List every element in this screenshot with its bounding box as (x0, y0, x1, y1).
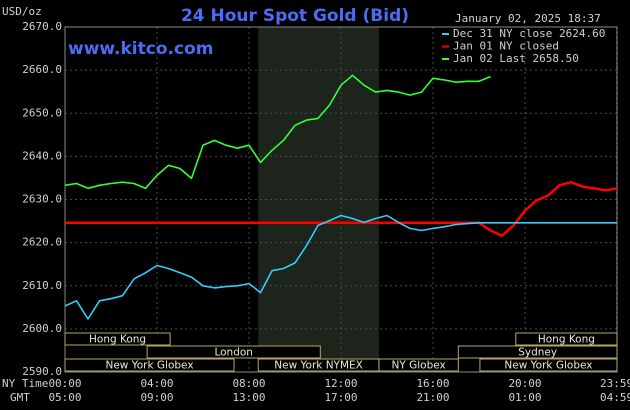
x2-tick-label: 01:00 (508, 391, 541, 404)
y-tick-label: 2610.0 (22, 279, 62, 292)
x-tick-label: 20:00 (508, 377, 541, 390)
session-shade (258, 27, 379, 372)
session-box (457, 345, 618, 359)
x2-tick-label: 04:59 (600, 391, 630, 404)
x-tick-label: 08:00 (232, 377, 265, 390)
session-label: London (214, 347, 253, 359)
y-tick-label: 2660.0 (22, 63, 62, 76)
x-tick-label: 04:00 (140, 377, 173, 390)
session-box (378, 358, 459, 372)
x-tick-label: 23:59 (600, 377, 630, 390)
session-label: New York Globex (105, 360, 193, 372)
x-tick-label: 16:00 (416, 377, 449, 390)
session-box (64, 332, 171, 346)
x2-tick-label: 17:00 (324, 391, 357, 404)
legend-label: Jan 01 NY closed (453, 40, 559, 53)
x-tick-label: 12:00 (324, 377, 357, 390)
series-line (64, 74, 491, 190)
series-line (65, 180, 618, 237)
series-line (64, 214, 617, 320)
timestamp: January 02, 2025 18:37 (455, 12, 601, 25)
y-tick-label: 2630.0 (22, 193, 62, 206)
y-tick-label: 2620.0 (22, 236, 62, 249)
legend-label: Dec 31 NY close 2624.60 (453, 27, 605, 40)
x2-axis-label: GMT (10, 391, 30, 404)
y-tick-label: 2640.0 (22, 149, 62, 162)
y-tick-label: 2670.0 (22, 20, 62, 33)
x2-tick-label: 21:00 (416, 391, 449, 404)
session-box (146, 345, 321, 359)
x2-tick-label: 09:00 (140, 391, 173, 404)
session-box (479, 358, 618, 372)
y-tick-label: 2600.0 (22, 322, 62, 335)
session-label: Hong Kong (89, 334, 146, 346)
unit-label: USD/oz (2, 5, 42, 18)
session-label: New York Globex (504, 360, 592, 372)
x-axis-label: NY Time (2, 377, 48, 390)
session-box (515, 332, 618, 346)
plot-border (64, 26, 618, 373)
session-label: NY Globex (392, 360, 446, 372)
session-box (64, 358, 235, 372)
x2-tick-label: 13:00 (232, 391, 265, 404)
session-label: New York NYMEX (274, 360, 363, 372)
session-label: Sydney (518, 347, 557, 359)
y-tick-label: 2590.0 (22, 365, 62, 378)
x-tick-label: 00:00 (48, 377, 81, 390)
y-tick-label: 2650.0 (22, 106, 62, 119)
chart-title: 24 Hour Spot Gold (Bid) (181, 6, 409, 26)
session-label: Hong Kong (538, 334, 595, 346)
x2-tick-label: 05:00 (48, 391, 81, 404)
legend-label: Jan 02 Last 2658.50 (453, 52, 579, 65)
source-label: www.kitco.com (68, 39, 213, 59)
